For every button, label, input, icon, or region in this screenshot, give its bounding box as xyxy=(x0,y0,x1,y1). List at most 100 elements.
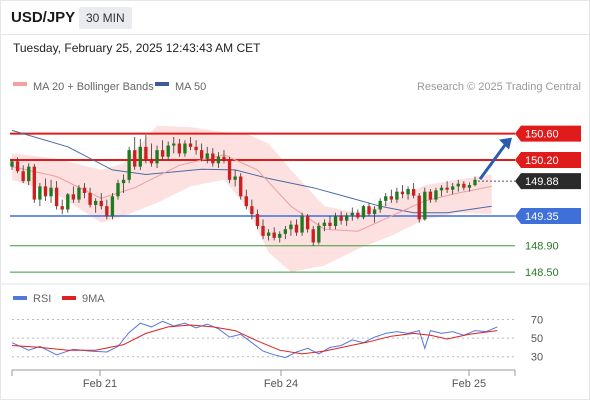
candle-body xyxy=(149,160,154,164)
candle-body xyxy=(216,156,221,164)
candle-body xyxy=(361,206,366,218)
candle-body xyxy=(322,222,327,226)
candle-body xyxy=(372,209,377,215)
candle-body xyxy=(71,194,76,200)
rsi-legend-swatch xyxy=(13,296,27,300)
candle-body xyxy=(473,179,477,186)
candle-body xyxy=(15,161,20,172)
candle-body xyxy=(278,233,282,238)
candle-body xyxy=(345,215,349,221)
candle-body xyxy=(10,161,14,167)
candle-body xyxy=(317,225,321,243)
research-credit: Research © 2025 Trading Central xyxy=(417,81,581,93)
candle-body xyxy=(356,212,360,218)
candle-body xyxy=(294,224,299,233)
candle-body xyxy=(21,171,25,182)
candle-body xyxy=(27,166,31,182)
timeframe-badge[interactable]: 30 MIN xyxy=(79,7,132,29)
rsi-tick-label: 70 xyxy=(531,314,543,326)
candle-body xyxy=(428,191,433,200)
candle-body xyxy=(227,160,232,180)
candle-body xyxy=(266,232,271,236)
rsi-panel: 30 50 70 xyxy=(11,314,543,364)
candle-body xyxy=(211,153,215,164)
candle-body xyxy=(389,196,393,200)
candle-body xyxy=(66,194,70,210)
level-label: 150.60 xyxy=(525,129,559,141)
ma20-legend-label: MA 20 + Bollinger Bands xyxy=(33,81,154,93)
candle-body xyxy=(378,200,382,210)
candle-body xyxy=(105,206,109,217)
candle-body xyxy=(183,143,187,154)
candle-body xyxy=(110,196,115,217)
forecast-arrow-head xyxy=(499,137,512,150)
bollinger-band xyxy=(12,125,492,273)
candle-body xyxy=(311,229,315,243)
candle-body xyxy=(121,179,126,184)
rsi-ma-legend-swatch xyxy=(62,296,76,300)
candle-body xyxy=(199,150,204,159)
candle-body xyxy=(94,200,98,205)
candle-body xyxy=(172,143,176,146)
candle-body xyxy=(54,187,59,207)
candle-body xyxy=(283,229,288,234)
forecast-arrow xyxy=(478,137,512,181)
candle-body xyxy=(239,176,243,197)
candle-body xyxy=(367,206,371,215)
candle-body xyxy=(32,166,36,200)
candle-body xyxy=(406,189,410,195)
bollinger-band-fill xyxy=(12,125,492,273)
candle-body xyxy=(194,146,198,151)
candle-body xyxy=(144,146,148,161)
level-price-tag xyxy=(515,208,581,225)
level-label: 148.50 xyxy=(525,267,559,279)
candle-body xyxy=(350,212,354,216)
candle-body xyxy=(333,216,338,226)
level-label: 148.90 xyxy=(525,241,559,253)
candle-body xyxy=(250,206,254,215)
candle-body xyxy=(43,186,48,197)
rsi-line xyxy=(11,320,498,359)
candle-body xyxy=(82,187,87,193)
symbol-title: USD/JPY xyxy=(11,9,76,26)
forecast-arrow-shaft xyxy=(478,142,508,181)
level-label: 149.35 xyxy=(525,211,559,223)
candlesticks xyxy=(10,134,477,246)
ma50-legend-label: MA 50 xyxy=(175,81,206,93)
ma50-line xyxy=(11,129,492,214)
x-tick-label: Feb 21 xyxy=(83,378,117,390)
candle-body xyxy=(77,187,81,200)
candle-body xyxy=(205,153,209,159)
candle-body xyxy=(233,176,237,180)
candle-body xyxy=(462,183,466,188)
candle-body xyxy=(244,196,248,207)
candle-body xyxy=(300,216,304,233)
candle-body xyxy=(305,216,310,230)
candle-body xyxy=(160,150,165,157)
header-divider xyxy=(0,34,590,35)
rsi-legend-label: RSI xyxy=(33,293,51,305)
candle-body xyxy=(439,187,444,191)
candle-body xyxy=(400,191,405,195)
candle-body xyxy=(116,183,120,197)
rsi-tick-label: 50 xyxy=(531,333,543,345)
candle-body xyxy=(155,150,159,164)
candle-body xyxy=(289,224,293,230)
candle-body xyxy=(255,214,260,226)
key-levels xyxy=(10,132,515,273)
level-price-tag xyxy=(515,152,581,169)
candle-body xyxy=(127,150,131,180)
candle-body xyxy=(99,200,103,207)
candle-body xyxy=(417,195,421,220)
candle-body xyxy=(188,143,193,147)
candle-body xyxy=(434,190,438,200)
rsi-tick-label: 30 xyxy=(531,352,543,364)
candle-body xyxy=(222,156,226,161)
candle-body xyxy=(451,186,455,190)
candle-body xyxy=(395,191,399,200)
last-price-tag xyxy=(515,173,581,190)
candle-body xyxy=(272,232,276,238)
candle-body xyxy=(38,186,42,200)
candle-body xyxy=(88,192,92,205)
candle-body xyxy=(138,146,142,167)
